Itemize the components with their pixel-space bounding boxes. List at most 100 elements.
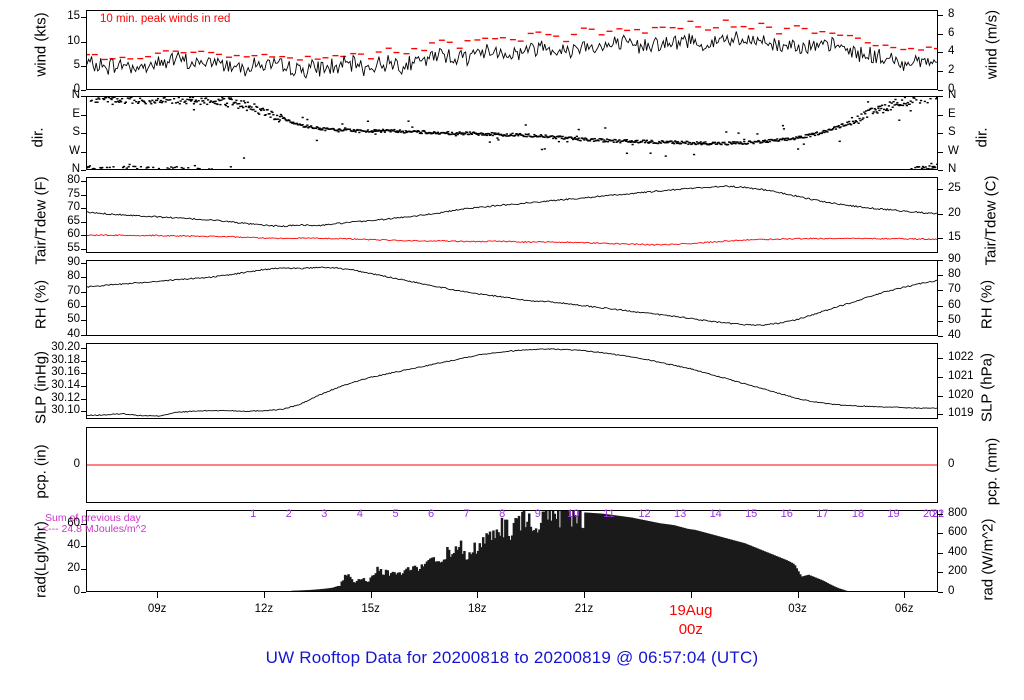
rad-sum-note-line1: Sum of previous day <box>45 512 141 524</box>
tick-mark <box>938 14 943 16</box>
axis-tick: 90 <box>948 253 961 265</box>
axis-tick: 0 <box>948 83 955 95</box>
tick-mark <box>81 114 86 116</box>
tick-mark <box>81 248 86 250</box>
x-tick-mark <box>263 592 265 598</box>
hour-number: 1 <box>250 508 257 520</box>
axis-tick: 30.12 <box>51 391 80 404</box>
x-tick-label: 19Aug <box>669 602 713 619</box>
axis-tick: 25 <box>948 182 961 195</box>
axis-tick: 0 <box>73 458 80 470</box>
radiation-plot <box>291 511 848 591</box>
x-tick-label: 00z <box>678 621 703 638</box>
axis-tick: N <box>71 89 80 101</box>
x-tick-label: 21z <box>574 603 594 615</box>
axis-tick: 30.10 <box>51 404 80 417</box>
axis-tick: N <box>948 163 957 175</box>
x-tick-label: 06z <box>894 603 914 615</box>
panel-sea-level-pressure <box>86 343 938 419</box>
hour-number: 6 <box>428 508 435 520</box>
x-tick-label: 15z <box>361 603 380 615</box>
axis-tick: 70 <box>67 284 80 297</box>
tick-mark <box>938 376 943 378</box>
tick-mark <box>938 513 943 515</box>
hour-number: 13 <box>673 508 687 520</box>
axis-tick: N <box>948 89 957 101</box>
tick-mark <box>81 194 86 196</box>
tick-mark <box>81 170 86 171</box>
axis-tick: 60 <box>948 298 961 311</box>
x-tick-label: 12z <box>254 603 274 615</box>
tick-mark <box>938 151 943 153</box>
axis-tick: 70 <box>67 201 80 214</box>
panel-solar-radiation <box>86 510 938 592</box>
tick-mark <box>81 151 86 153</box>
hour-number: 8 <box>499 508 506 520</box>
axis-tick: E <box>72 107 80 120</box>
tick-mark <box>81 133 86 134</box>
hour-number: 2 <box>285 508 292 520</box>
axis-tick: 40 <box>67 327 80 340</box>
axis-tick: 30.16 <box>51 366 80 379</box>
tick-mark <box>938 96 943 97</box>
axis-tick: 60 <box>67 228 80 241</box>
axis-tick: 20 <box>948 206 961 219</box>
axis-tick: 800 <box>948 506 968 519</box>
axis-tick: 30.20 <box>51 341 80 354</box>
axis-tick: 40 <box>948 329 961 341</box>
tick-mark <box>938 114 943 116</box>
precip-plot <box>87 464 937 466</box>
tick-mark <box>938 275 943 277</box>
slp-plot <box>87 348 937 417</box>
tick-mark <box>81 546 86 548</box>
axis-tick: 70 <box>948 283 961 296</box>
hour-number: 15 <box>745 508 758 520</box>
axis-tick: 4 <box>948 45 955 58</box>
tick-mark <box>938 414 943 416</box>
tick-mark <box>938 170 943 171</box>
axis-tick: S <box>72 126 80 138</box>
x-tick-mark <box>797 592 799 598</box>
hour-number: 3 <box>321 508 328 520</box>
tick-mark <box>81 569 86 571</box>
axis-tick: 600 <box>948 526 968 539</box>
axis-tick: 5 <box>73 58 80 71</box>
tick-mark <box>81 373 86 375</box>
hour-number: 19 <box>887 508 900 520</box>
chart-title: UW Rooftop Data for 20200818 to 20200819… <box>265 648 759 667</box>
tick-mark <box>938 395 943 397</box>
axis-tick: 0 <box>948 458 955 470</box>
axis-tick: 50 <box>67 313 80 326</box>
hour-number: 4 <box>356 508 363 520</box>
tick-mark <box>81 221 86 223</box>
axis-tick: 0 <box>73 83 80 95</box>
x-tick-label: 09z <box>147 603 167 615</box>
tick-mark <box>938 290 943 292</box>
axis-tick: 80 <box>948 268 961 281</box>
axis-tick: 1019 <box>948 407 974 420</box>
axis-tick: 90 <box>67 255 80 268</box>
axis-tick: 6 <box>948 26 955 39</box>
axis-tick: 15 <box>948 230 961 243</box>
tick-mark <box>938 552 943 554</box>
x-tick-mark <box>690 592 692 598</box>
rh-plot <box>87 266 937 326</box>
x-tick-label: 18z <box>468 603 487 615</box>
wind-peak-note: 10 min. peak winds in red <box>100 13 231 25</box>
axis-tick: 50 <box>948 313 961 326</box>
axis-tick: 8 <box>948 7 955 20</box>
x-tick-mark <box>904 592 906 598</box>
wind-plot <box>87 19 937 79</box>
tick-mark <box>938 237 943 239</box>
axis-tick: S <box>948 126 956 138</box>
tick-mark <box>938 33 943 35</box>
tick-mark <box>938 336 943 337</box>
axis-tick: W <box>69 144 80 157</box>
hour-number: 14 <box>709 508 722 520</box>
panel-relative-humidity <box>86 260 938 336</box>
tick-mark <box>81 65 86 67</box>
axis-tick: E <box>948 107 956 120</box>
tick-mark <box>938 260 943 261</box>
hour-number: 9 <box>534 508 541 520</box>
